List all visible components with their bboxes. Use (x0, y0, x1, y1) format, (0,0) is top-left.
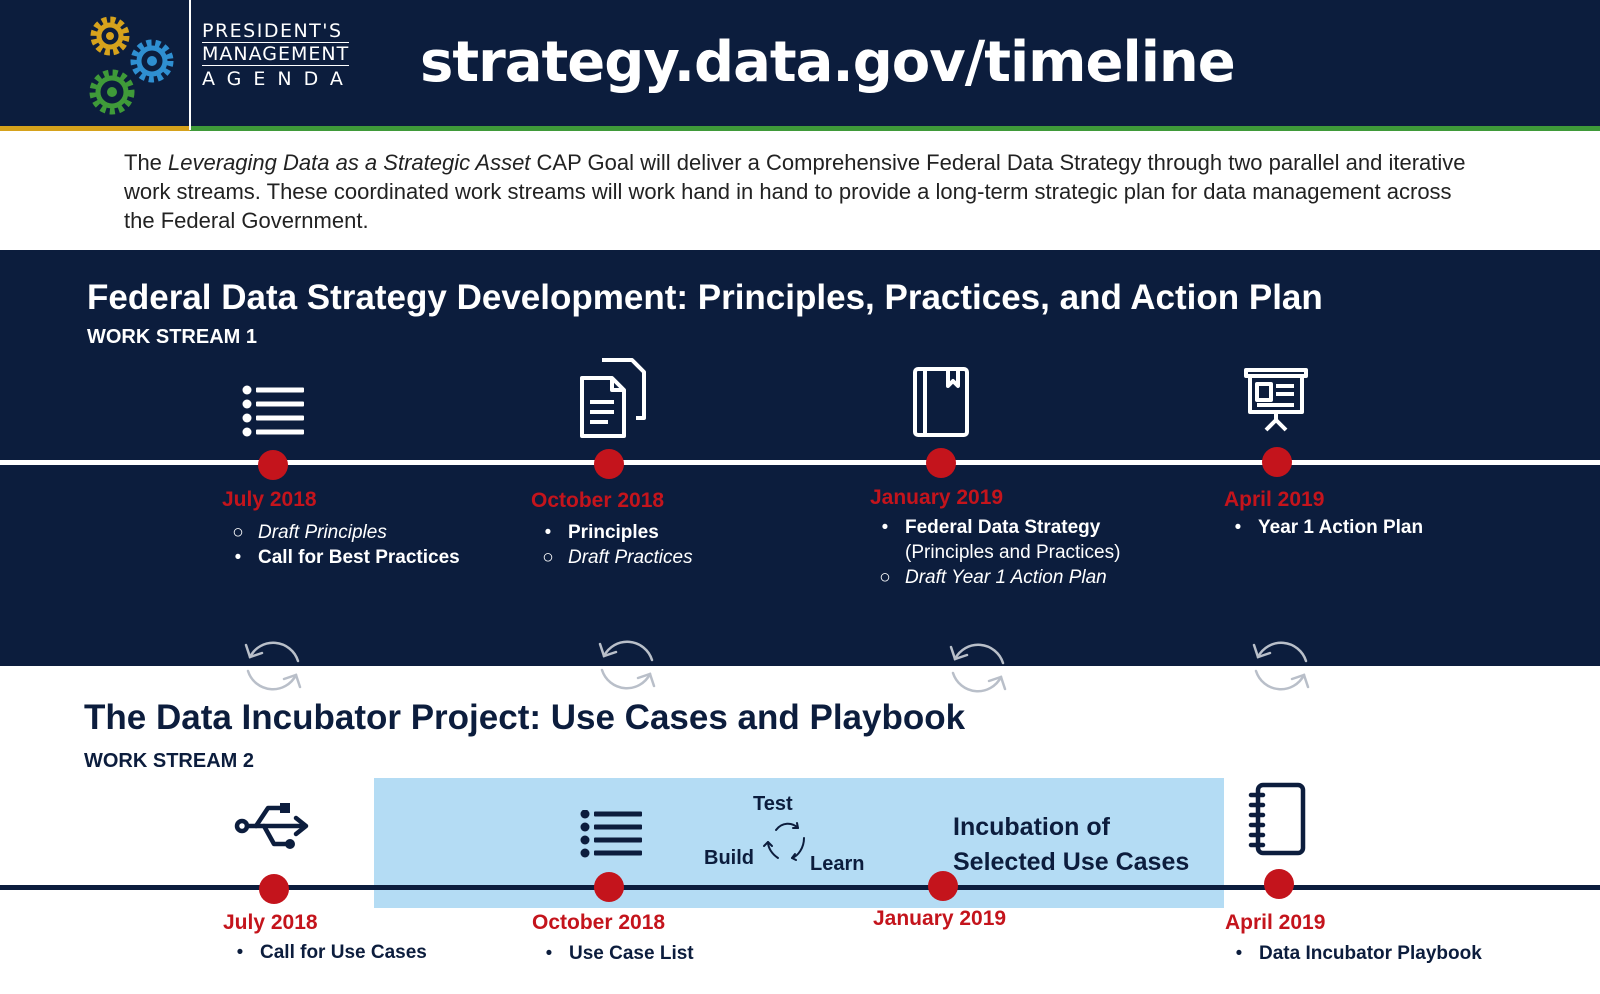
header-divider (189, 0, 191, 130)
usb-branch-icon (234, 803, 309, 849)
ws2-milestone-date: October 2018 (532, 911, 666, 934)
book-icon (913, 367, 969, 437)
list-icon (242, 385, 304, 437)
list-item: • Federal Data Strategy (873, 515, 1203, 540)
bullet-marker: • (544, 522, 552, 543)
iteration-cycle-icon (1252, 641, 1310, 691)
bullet-marker: • (545, 943, 553, 964)
list-item: • Use Case List (537, 941, 797, 966)
list-item: (Principles and Practices) (873, 540, 1203, 565)
intro-post: CAP Goal will deliver a Comprehensive Fe… (124, 150, 1466, 233)
work-stream-1-timeline (0, 460, 1600, 465)
ws1-milestone-items: • Year 1 Action Plan (1226, 515, 1526, 540)
bullet-marker: • (1235, 943, 1243, 964)
ws1-milestone-items: • Federal Data Strategy (Principles and P… (873, 515, 1203, 590)
bullet-marker: • (881, 517, 889, 538)
ws2-milestone-date: April 2019 (1225, 911, 1326, 934)
ws2-milestone-items: • Call for Use Cases (228, 940, 488, 965)
ws1-milestone-date: July 2018 (222, 488, 317, 511)
ws1-milestone-date: January 2019 (870, 486, 1004, 509)
bullet-marker: • (1234, 517, 1242, 538)
ws2-milestone-dot-oct-2018 (594, 872, 624, 902)
ws1-milestone-date: October 2018 (531, 489, 665, 512)
header-accent-stripe (0, 126, 1600, 131)
cycle-build-label: Build (704, 847, 754, 869)
bullet-marker: ○ (232, 522, 244, 543)
list-item-text: Use Case List (569, 943, 694, 964)
ws1-milestone-dot-apr-2019 (1262, 447, 1292, 477)
ws2-milestone-dot-jul-2018 (259, 874, 289, 904)
ws2-milestone-items: • Data Incubator Playbook (1227, 941, 1557, 966)
pma-logo-line1: PRESIDENT'S (202, 20, 343, 42)
iteration-cycle-icon (598, 640, 656, 690)
list-item: ○ Draft Principles (226, 520, 516, 545)
ws1-milestone-date: April 2019 (1224, 488, 1325, 511)
pma-logo-line3: AGENDA (202, 68, 355, 90)
iteration-cycle-icon (244, 641, 302, 691)
list-item-text: (Principles and Practices) (905, 542, 1121, 563)
list-item-text: Draft Practices (568, 547, 693, 568)
list-icon (580, 810, 642, 858)
list-item-text: Data Incubator Playbook (1259, 943, 1482, 964)
cycle-test-label: Test (753, 793, 793, 815)
work-stream-2-title: The Data Incubator Project: Use Cases an… (84, 698, 966, 737)
list-item-text: Draft Principles (258, 522, 387, 543)
bullet-marker: • (234, 547, 242, 568)
gears-logo-icon (89, 16, 174, 115)
work-stream-2-timeline (0, 885, 1600, 890)
page-url-title: strategy.data.gov/timeline (420, 30, 1236, 95)
bullet-marker: ○ (542, 547, 554, 568)
work-stream-2-subtitle: WORK STREAM 2 (84, 750, 254, 772)
ws1-milestone-dot-jan-2019 (926, 448, 956, 478)
list-item-text: Call for Best Practices (258, 547, 460, 568)
list-item-text: Draft Year 1 Action Plan (905, 567, 1107, 588)
pma-logo-text: PRESIDENT'S MANAGEMENT AGENDA (202, 20, 392, 92)
notebook-icon (1248, 782, 1306, 856)
documents-icon (580, 358, 646, 438)
list-item-text: Year 1 Action Plan (1258, 517, 1424, 538)
ws2-milestone-dot-apr-2019 (1264, 869, 1294, 899)
build-test-learn-cycle-arrows-icon (763, 822, 805, 861)
intro-pre: The (124, 150, 169, 175)
incubation-label: Incubation of Selected Use Cases (953, 813, 1190, 876)
bullet-marker: • (236, 942, 244, 963)
list-item-text: Call for Use Cases (260, 942, 427, 963)
ws2-milestone-items: • Use Case List (537, 941, 797, 966)
list-item: ○ Draft Year 1 Action Plan (873, 565, 1203, 590)
cycle-learn-label: Learn (810, 853, 865, 875)
pma-logo-line2: MANAGEMENT (202, 42, 350, 66)
list-item: • Data Incubator Playbook (1227, 941, 1557, 966)
ws2-milestone-dot-jan-2019 (928, 871, 958, 901)
list-item: • Principles (536, 520, 796, 545)
ws1-milestone-dot-jul-2018 (258, 450, 288, 480)
intro-italic-goal: Leveraging Data as a Strategic Asset (168, 150, 531, 175)
ws2-milestone-date: July 2018 (223, 911, 318, 934)
intro-paragraph: The Leveraging Data as a Strategic Asset… (124, 148, 1484, 235)
ws2-milestone-date: January 2019 (873, 907, 1007, 930)
iteration-cycle-icon (949, 643, 1007, 693)
list-item-text: Federal Data Strategy (905, 517, 1101, 538)
bullet-marker: ○ (879, 567, 891, 588)
ws1-milestone-items: ○ Draft Principles • Call for Best Practic… (226, 520, 516, 570)
list-item: • Year 1 Action Plan (1226, 515, 1526, 540)
list-item: ○ Draft Practices (536, 545, 796, 570)
work-stream-1-title: Federal Data Strategy Development: Princ… (87, 278, 1323, 317)
ws1-milestone-items: • Principles ○ Draft Practices (536, 520, 796, 570)
list-item-text: Principles (568, 522, 659, 543)
work-stream-1-subtitle: WORK STREAM 1 (87, 326, 257, 348)
ws1-milestone-dot-oct-2018 (594, 449, 624, 479)
presentation-icon (1244, 368, 1308, 432)
list-item: • Call for Use Cases (228, 940, 488, 965)
list-item: • Call for Best Practices (226, 545, 516, 570)
